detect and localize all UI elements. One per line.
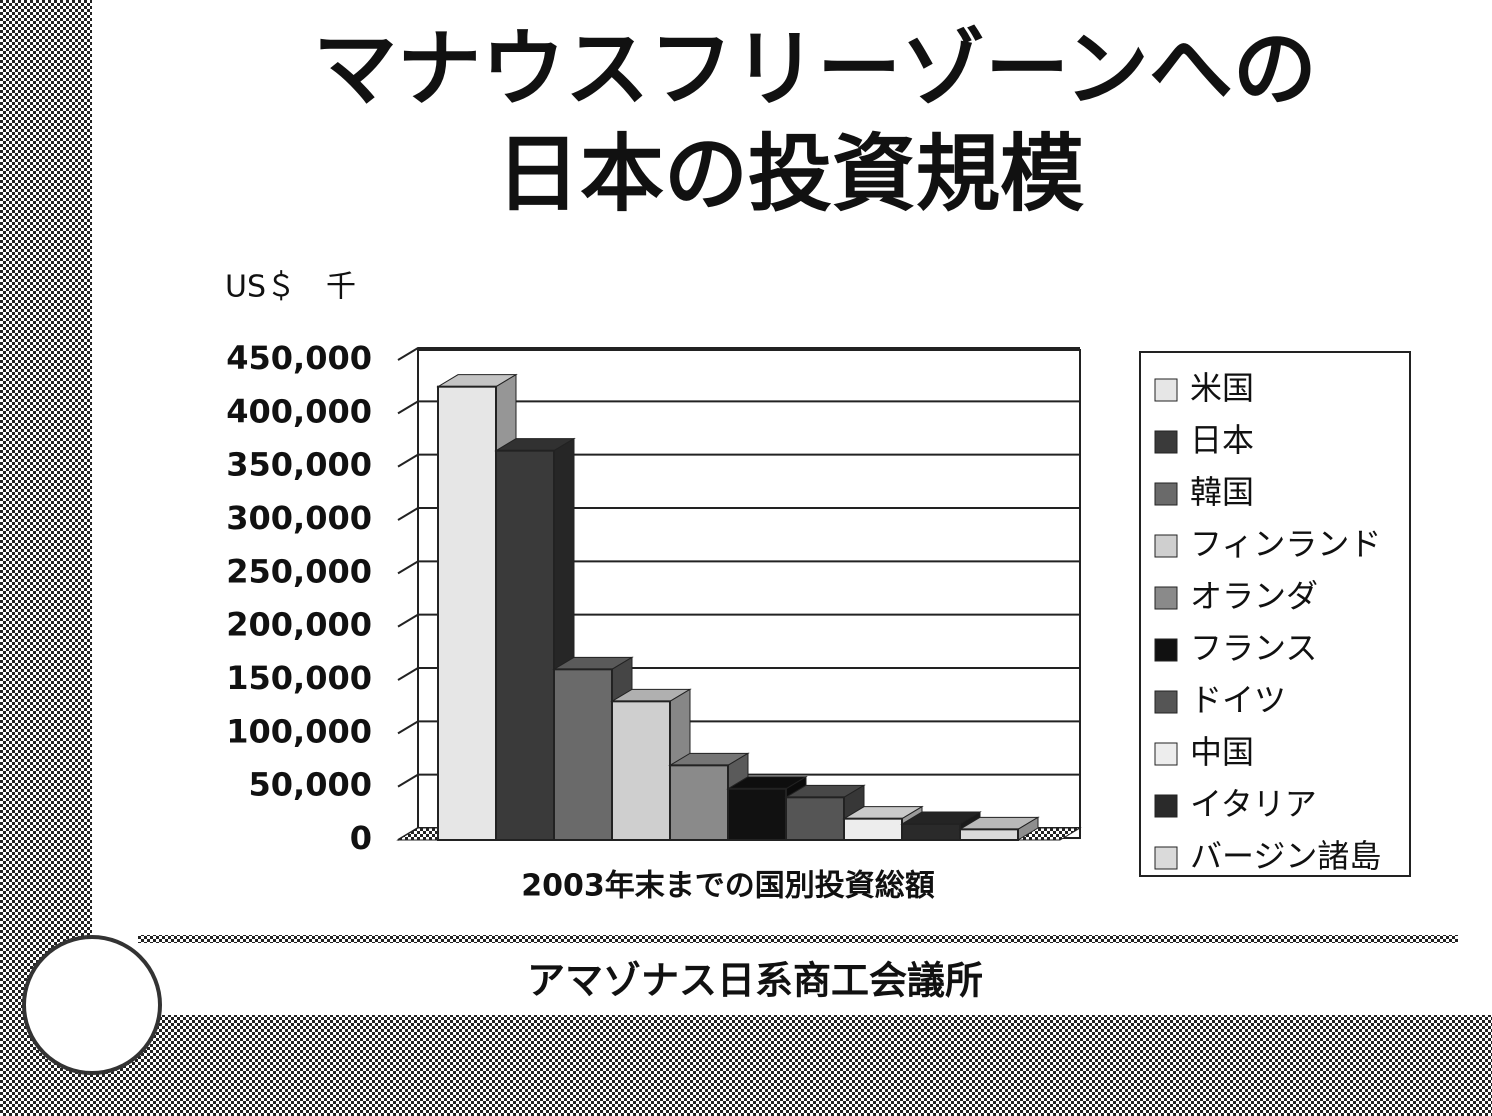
bar: [437, 385, 497, 841]
legend-swatch: [1154, 534, 1178, 558]
y-tick-label: 400,000: [226, 392, 372, 430]
legend-label: オランダ: [1190, 577, 1318, 615]
divider: [138, 935, 1458, 943]
bar: [901, 823, 961, 841]
grid-line: [397, 453, 1080, 468]
bar: [959, 828, 1019, 841]
y-unit: US＄ 千: [225, 270, 356, 305]
legend-label: フランス: [1190, 629, 1317, 667]
bar: [495, 449, 555, 841]
y-tick-label: 450,000: [226, 339, 372, 377]
bar: [553, 668, 613, 841]
legend-swatch: [1154, 846, 1178, 870]
y-tick-label: 350,000: [226, 446, 372, 484]
bar: [843, 817, 903, 842]
legend-label: 韓国: [1190, 473, 1254, 511]
legend-swatch: [1154, 794, 1178, 818]
legend-swatch: [1154, 690, 1178, 714]
grid-line: [397, 667, 1080, 681]
grid-line: [397, 507, 1080, 521]
x-axis-label: 2003年末までの国別投資総額: [521, 869, 935, 904]
grid-line: [397, 613, 1080, 628]
left-border: [0, 0, 92, 1116]
logo: [22, 935, 162, 1075]
grid-line: [397, 773, 1080, 788]
y-tick-label: 200,000: [226, 606, 372, 644]
legend-label: 米国: [1190, 369, 1254, 407]
legend-swatch: [1154, 430, 1178, 454]
grid-line: [397, 347, 1080, 361]
bottom-border: [0, 1015, 1492, 1116]
bar: [611, 700, 671, 841]
legend-label: フィンランド: [1190, 525, 1381, 563]
legend-label: 中国: [1190, 733, 1254, 771]
title-line: マナウスフリーゾーンへの: [313, 20, 1317, 118]
y-tick-label: 250,000: [226, 552, 372, 590]
bar: [785, 796, 845, 841]
y-tick-label: 0: [350, 819, 372, 857]
legend-swatch: [1154, 378, 1178, 402]
bar: [669, 764, 729, 841]
legend-swatch: [1154, 586, 1178, 610]
legend: [1139, 351, 1411, 877]
y-tick-label: 50,000: [249, 766, 372, 804]
bar: [727, 787, 787, 841]
y-tick-label: 150,000: [226, 659, 372, 697]
legend-label: 日本: [1190, 421, 1254, 459]
footer: アマゾナス日系商工会議所: [527, 959, 983, 1003]
legend-swatch: [1154, 638, 1178, 662]
grid-line: [397, 400, 1080, 415]
y-tick-label: 100,000: [226, 712, 372, 750]
legend-label: ドイツ: [1190, 681, 1286, 719]
title-line: 日本の投資規模: [496, 125, 1084, 223]
grid-line: [397, 560, 1080, 575]
grid-line: [397, 720, 1080, 735]
legend-swatch: [1154, 742, 1178, 766]
y-tick-label: 300,000: [226, 499, 372, 537]
legend-label: イタリア: [1190, 785, 1317, 823]
legend-label: バージン諸島: [1190, 837, 1381, 875]
legend-swatch: [1154, 482, 1178, 506]
